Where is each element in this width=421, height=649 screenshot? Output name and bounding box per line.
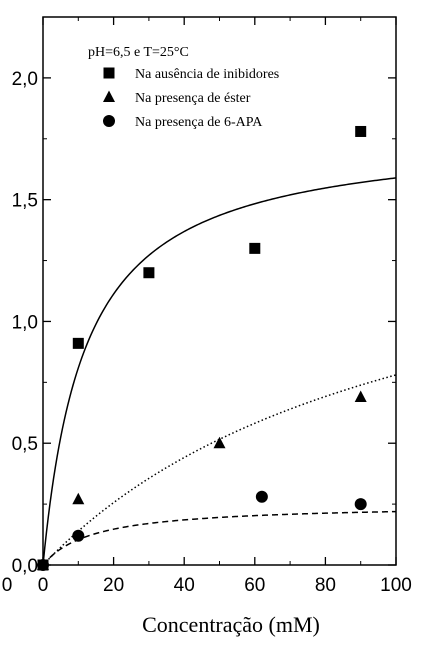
x-tick-label: 80	[315, 575, 336, 596]
legend-square-marker	[103, 67, 115, 79]
circle-marker	[72, 529, 85, 542]
legend-circle-marker	[103, 115, 115, 127]
fit-curve-solid	[42, 177, 397, 566]
data-points	[37, 125, 367, 571]
x-axis-title: Concentração (mM)	[142, 612, 320, 637]
x-tick-label: 20	[103, 575, 124, 596]
fit-curve-dashed	[42, 510, 397, 566]
square-marker	[143, 267, 155, 279]
legend-label: Na presença de 6-APA	[135, 115, 263, 130]
y-tick-label: 0,5	[12, 434, 38, 455]
y-tick-label: 2,0	[12, 69, 38, 90]
triangle-marker	[354, 390, 367, 402]
x-tick-label: 40	[174, 575, 195, 596]
legend: pH=6,5 e T=25°C Na ausência de inibidore…	[88, 45, 279, 130]
y-tick-label: 0,0	[12, 556, 38, 577]
y-tick-label: 1,0	[12, 312, 38, 333]
legend-triangle-marker	[103, 90, 115, 102]
x-tick-label-extra: 0	[2, 575, 13, 596]
fit-curve-dotted	[42, 374, 397, 566]
legend-label: Na presença de éster	[135, 91, 251, 106]
circle-marker	[354, 498, 367, 511]
square-marker	[72, 337, 84, 349]
y-tick-label: 1,5	[12, 191, 38, 212]
fit-curves	[42, 177, 397, 566]
x-tick-label: 60	[244, 575, 265, 596]
x-tick-label: 100	[380, 575, 412, 596]
x-tick-label: 0	[38, 575, 49, 596]
square-marker	[355, 125, 367, 137]
axes: 0 20 40 60 80 100 00,0 0,5 1,0 1,5 2,0	[2, 16, 412, 596]
square-marker	[249, 242, 261, 254]
triangle-marker	[72, 492, 85, 505]
condition-text: pH=6,5 e T=25°C	[88, 45, 189, 60]
circle-marker	[255, 490, 268, 503]
legend-label: Na ausência de inibidores	[135, 67, 279, 82]
triangle-marker	[213, 436, 226, 449]
